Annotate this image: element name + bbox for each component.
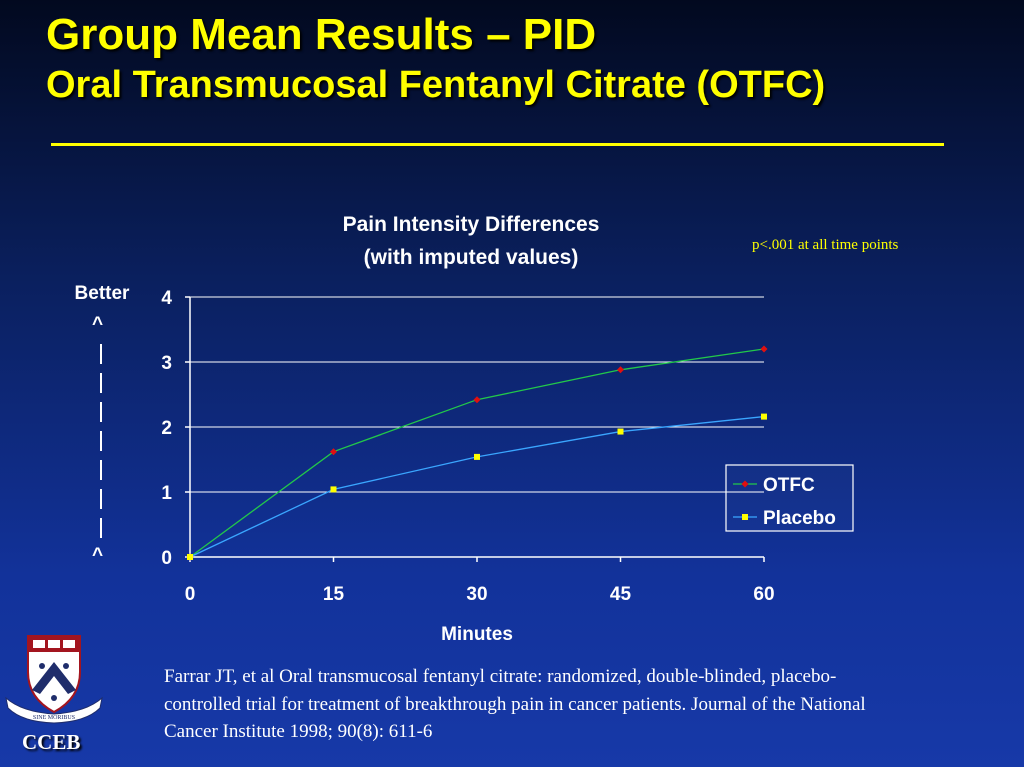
legend-box bbox=[725, 464, 854, 532]
legend-marker bbox=[742, 514, 748, 520]
motto-ribbon bbox=[5, 696, 103, 724]
data-point-otfc bbox=[617, 366, 624, 374]
series-line-placebo bbox=[189, 415, 765, 558]
better-label: Better bbox=[74, 283, 130, 304]
data-point-placebo bbox=[761, 413, 767, 420]
university-seal-logo: SINE MORIBUS bbox=[5, 635, 103, 724]
slide-title: Group Mean Results – PID bbox=[46, 10, 597, 59]
citation-text: Farrar JT, et al Oral transmucosal fenta… bbox=[164, 666, 866, 743]
data-point-otfc bbox=[760, 345, 768, 353]
x-tick-label: 30 bbox=[466, 584, 487, 605]
y-tick-label: 4 bbox=[161, 288, 172, 309]
significance-note: p<.001 at all time points bbox=[752, 237, 899, 253]
data-point-placebo bbox=[617, 428, 624, 435]
data-point-otfc bbox=[473, 396, 481, 404]
slide-subtitle: Oral Transmucosal Fentanyl Citrate (OTFC… bbox=[46, 64, 826, 106]
book-icon bbox=[33, 640, 45, 648]
y-tick-label: 1 bbox=[161, 483, 172, 504]
plate-icon-2 bbox=[63, 663, 69, 669]
book-icon-2 bbox=[48, 640, 60, 648]
x-axis-label: Minutes bbox=[441, 624, 513, 645]
chart-title-line1: Pain Intensity Differences bbox=[343, 213, 600, 236]
x-tick-label: 15 bbox=[323, 584, 345, 605]
legend-marker bbox=[741, 480, 749, 488]
seal-motto: SINE MORIBUS bbox=[33, 715, 75, 721]
series-lines bbox=[186, 345, 768, 561]
chart-title-line2: (with imputed values) bbox=[364, 246, 579, 269]
footer-label: CCEB bbox=[22, 730, 81, 754]
up-arrow-icon-bottom: ^ bbox=[92, 545, 104, 566]
plate-icon bbox=[39, 663, 45, 669]
title-underline bbox=[51, 143, 944, 146]
up-arrow-icon: ^ bbox=[92, 314, 104, 335]
data-point-otfc bbox=[330, 448, 337, 456]
chevron-band bbox=[32, 662, 76, 694]
y-tick-label: 2 bbox=[161, 418, 172, 439]
data-point-placebo bbox=[187, 554, 193, 560]
plate-icon-3 bbox=[51, 695, 57, 701]
legend-label: Placebo bbox=[763, 508, 836, 529]
x-tick-label: 0 bbox=[185, 584, 196, 605]
series-line-otfc bbox=[189, 348, 765, 558]
data-point-placebo bbox=[330, 486, 337, 493]
axis-ticks: 0 1 2 3 4 0 15 30 45 60 bbox=[161, 288, 774, 605]
y-tick-label: 0 bbox=[161, 548, 172, 569]
legend-label: OTFC bbox=[763, 475, 815, 496]
gridlines bbox=[190, 296, 764, 493]
better-direction-bar bbox=[100, 344, 102, 540]
legend: OTFC Placebo bbox=[725, 464, 854, 532]
x-tick-label: 45 bbox=[610, 584, 632, 605]
legend-items: OTFC Placebo bbox=[733, 475, 836, 529]
x-tick-label: 60 bbox=[753, 584, 774, 605]
y-tick-label: 3 bbox=[161, 353, 172, 374]
data-point-placebo bbox=[474, 453, 480, 460]
book-icon-3 bbox=[63, 640, 75, 648]
